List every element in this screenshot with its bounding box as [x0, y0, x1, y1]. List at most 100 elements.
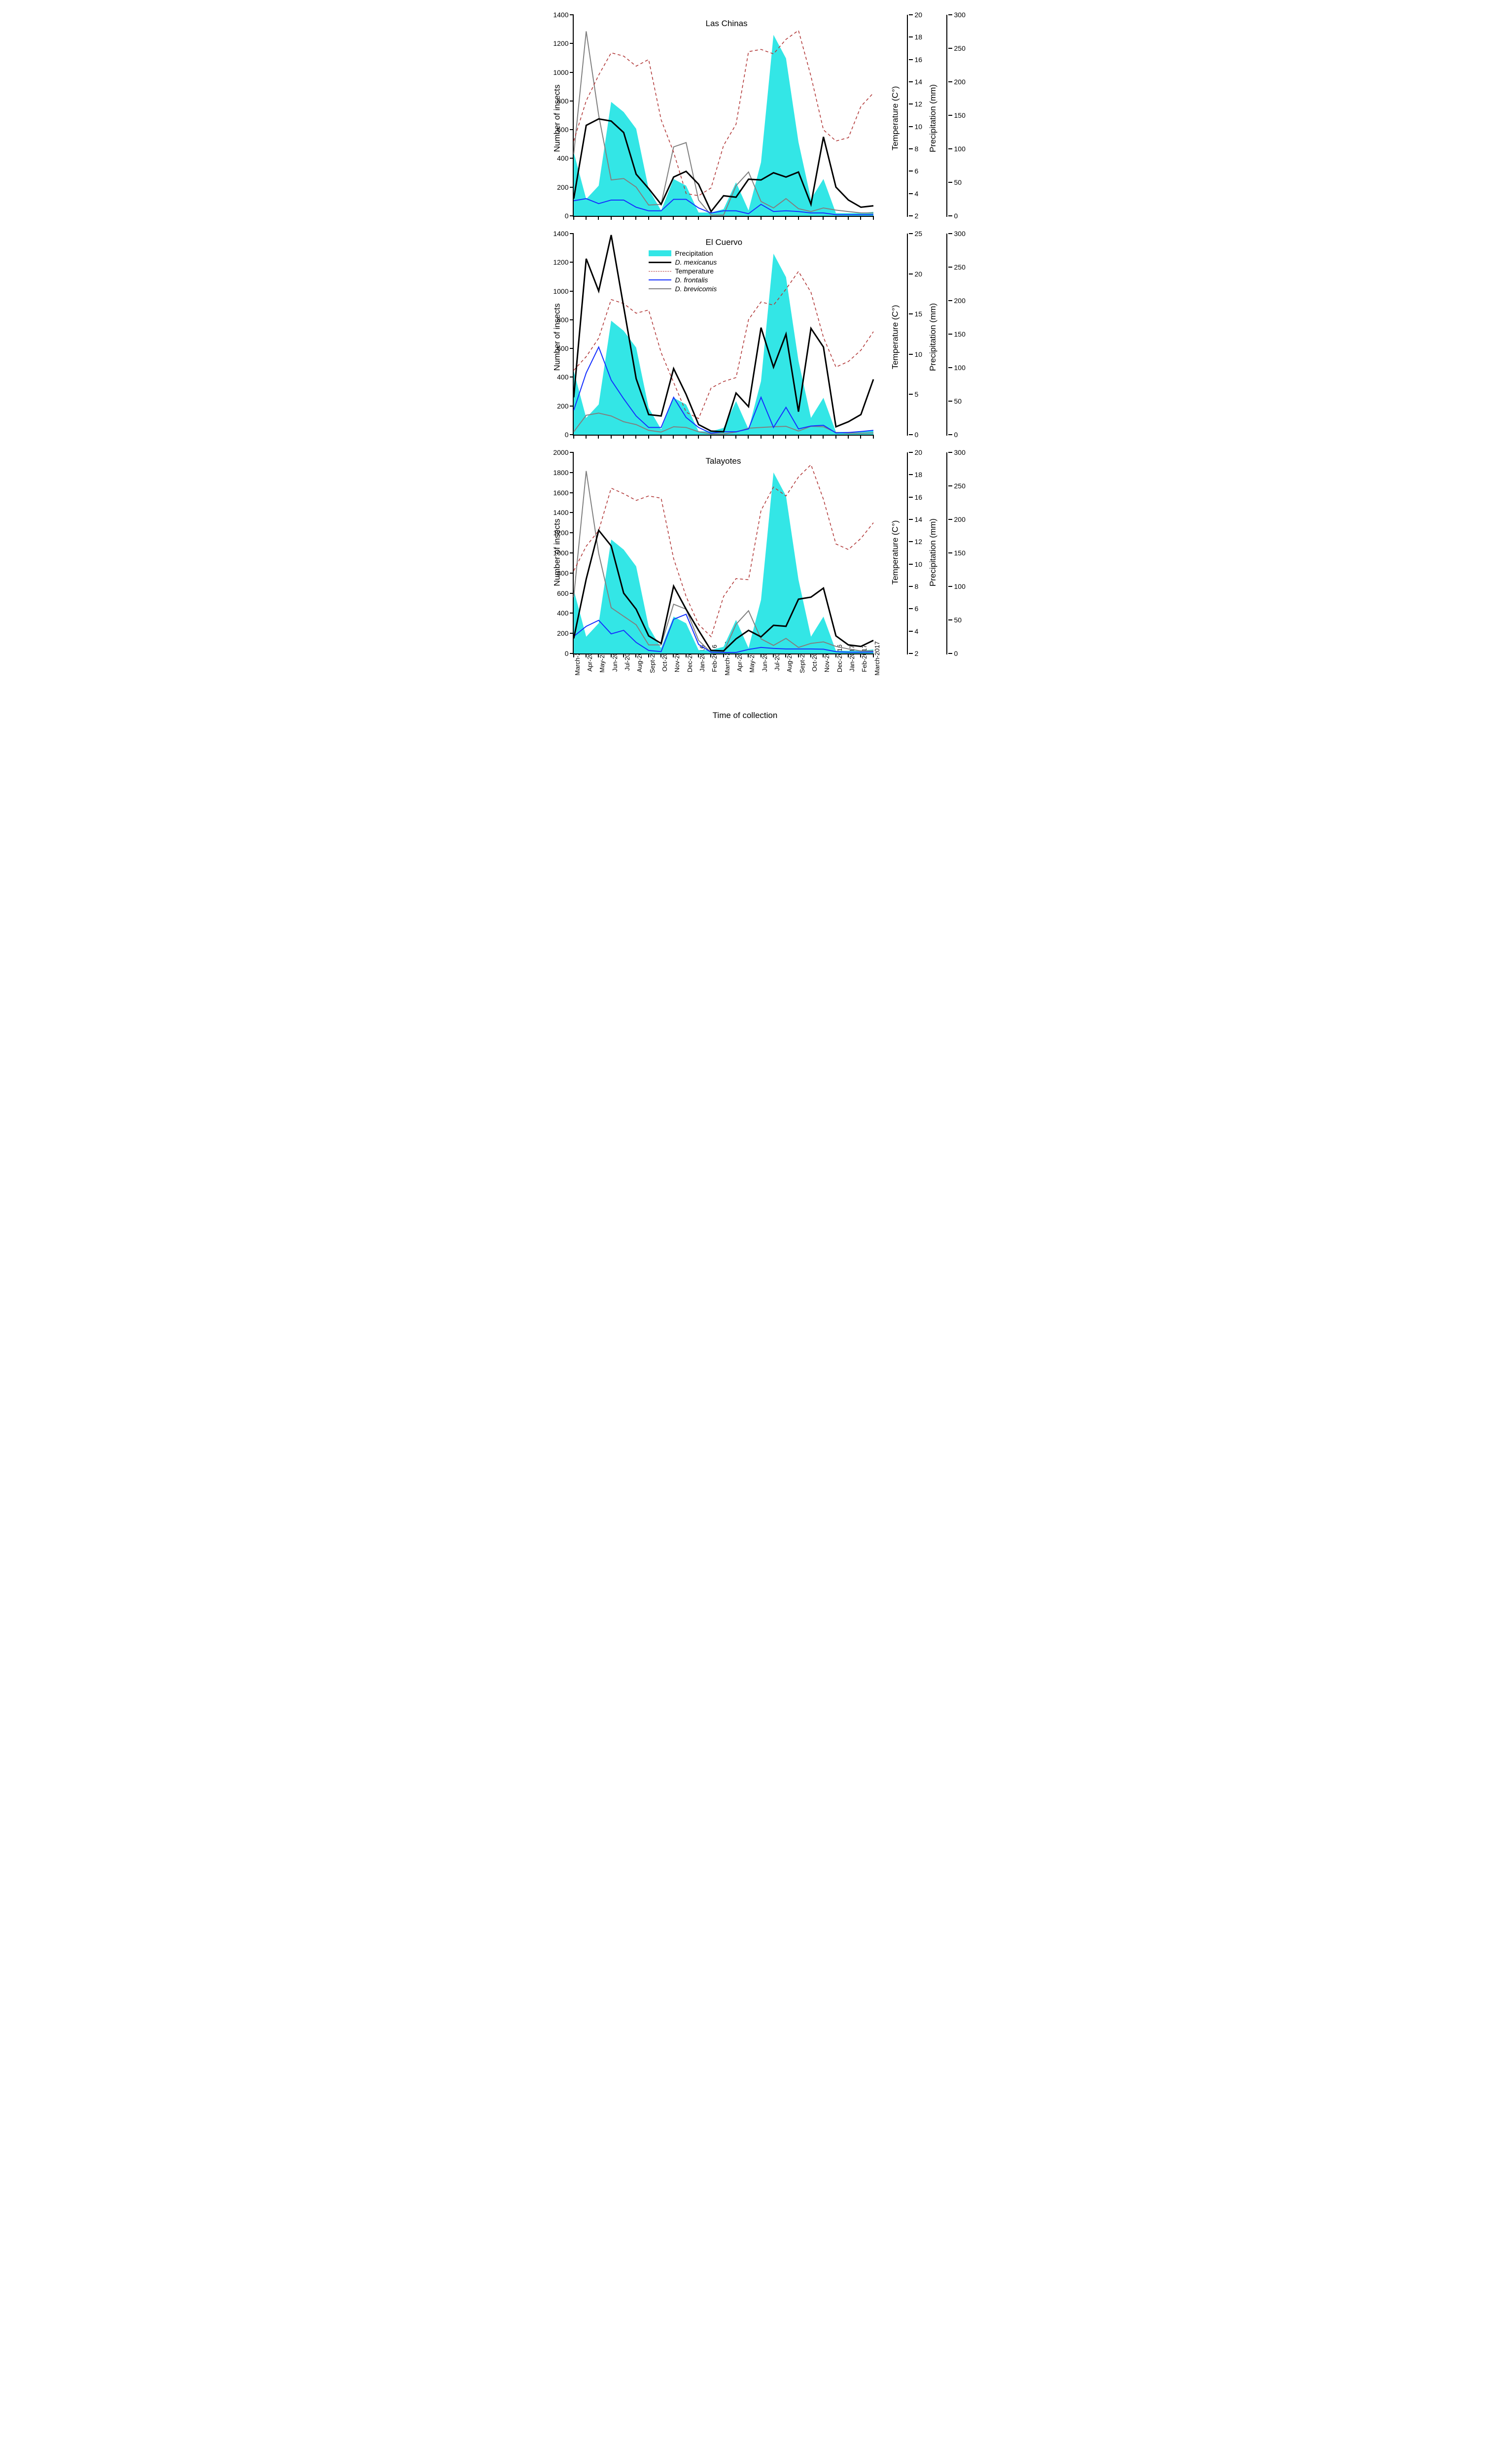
- left-tick-label: 1000: [553, 68, 568, 76]
- right2-tick-label: 150: [954, 549, 966, 557]
- left-tick-label: 200: [557, 183, 568, 191]
- left-tick-label: 1800: [553, 469, 568, 477]
- right1-tick-label: 20: [915, 270, 923, 278]
- right1-tick-label: 2: [915, 650, 919, 657]
- right1-tick-label: 2: [915, 212, 919, 220]
- right1-tick-label: 10: [915, 560, 923, 568]
- right2-tick-label: 250: [954, 44, 966, 52]
- right1-tick-label: 15: [915, 310, 923, 318]
- y-axis-label-temperature: Temperature (C°): [890, 86, 900, 151]
- precipitation-area: [574, 473, 873, 653]
- right2-tick-label: 50: [954, 616, 962, 624]
- legend-item-d_mexicanus: D. mexicanus: [649, 258, 717, 266]
- left-tick-label: 1600: [553, 489, 568, 497]
- temperature-axis-line: [907, 234, 908, 436]
- y-axis-label-precipitation: Precipitation (mm): [928, 518, 938, 586]
- right1-tick-label: 18: [915, 33, 923, 41]
- x-tick-label: March-2017: [873, 641, 881, 675]
- right1-tick-label: 10: [915, 123, 923, 131]
- right2-tick-label: 100: [954, 582, 966, 590]
- y-axis-label-precipitation: Precipitation (mm): [928, 303, 938, 371]
- right1-tick-label: 12: [915, 538, 923, 546]
- temperature-axis-line: [907, 452, 908, 654]
- legend-item-d_frontalis: D. frontalis: [649, 276, 717, 284]
- right2-tick-label: 50: [954, 178, 962, 186]
- right1-tick-label: 12: [915, 100, 923, 108]
- right1-tick-label: 14: [915, 78, 923, 86]
- right1-tick-label: 14: [915, 515, 923, 523]
- figure-container: 0200400600800100012001400246810121416182…: [519, 10, 972, 723]
- panel-title: Talayotes: [706, 456, 741, 466]
- right2-tick-label: 150: [954, 111, 966, 119]
- legend-label: D. brevicomis: [675, 285, 717, 293]
- panel-title: El Cuervo: [706, 238, 743, 247]
- legend-swatch: [649, 279, 671, 280]
- y-axis-label-insects: Number of insects: [552, 518, 562, 586]
- precipitation-axis-line: [946, 15, 947, 217]
- precipitation-axis-line: [946, 452, 947, 654]
- legend-swatch: [649, 288, 671, 289]
- plot-area: 0200400600800100012001400051015202505010…: [573, 234, 873, 436]
- right1-tick-label: 0: [915, 431, 919, 439]
- right1-tick-label: 20: [915, 11, 923, 19]
- panel-0: 0200400600800100012001400246810121416182…: [519, 10, 972, 227]
- right1-tick-label: 16: [915, 56, 923, 64]
- chart-svg: [574, 234, 873, 435]
- right1-tick-label: 6: [915, 167, 919, 175]
- right2-tick-label: 300: [954, 11, 966, 19]
- plot-area: 0200400600800100012001400160018002000246…: [573, 452, 873, 654]
- legend-item-d_brevicomis: D. brevicomis: [649, 285, 717, 293]
- plot-area: 0200400600800100012001400246810121416182…: [573, 15, 873, 217]
- right2-tick-label: 200: [954, 78, 966, 86]
- right1-tick-label: 5: [915, 390, 919, 398]
- right1-tick-label: 4: [915, 190, 919, 198]
- left-tick-label: 0: [565, 650, 569, 657]
- left-tick-label: 1200: [553, 258, 568, 266]
- precipitation-area: [574, 35, 873, 216]
- legend-swatch: [649, 250, 671, 256]
- left-tick-label: 2000: [553, 448, 568, 456]
- y-axis-label-temperature: Temperature (C°): [890, 305, 900, 370]
- legend-swatch: [649, 271, 671, 272]
- legend-label: D. mexicanus: [675, 258, 717, 266]
- panel-title: Las Chinas: [706, 19, 748, 29]
- chart-svg: [574, 452, 873, 653]
- left-tick-label: 400: [557, 154, 568, 162]
- left-tick-label: 0: [565, 431, 569, 439]
- right1-tick-label: 4: [915, 627, 919, 635]
- legend-label: Temperature: [675, 267, 714, 275]
- right2-tick-label: 100: [954, 364, 966, 372]
- temperature-axis-line: [907, 15, 908, 217]
- right2-tick-label: 300: [954, 448, 966, 456]
- right2-tick-label: 250: [954, 263, 966, 271]
- legend-swatch: [649, 262, 671, 263]
- right2-tick-label: 200: [954, 515, 966, 523]
- right2-tick-label: 250: [954, 482, 966, 490]
- left-tick-label: 600: [557, 589, 568, 597]
- right2-tick-label: 0: [954, 431, 958, 439]
- right2-tick-label: 50: [954, 397, 962, 405]
- right2-tick-label: 150: [954, 330, 966, 338]
- y-axis-label-insects: Number of insects: [552, 304, 562, 371]
- right2-tick-label: 200: [954, 297, 966, 305]
- right1-tick-label: 10: [915, 350, 923, 358]
- y-axis-label-insects: Number of insects: [552, 85, 562, 152]
- right2-tick-label: 100: [954, 145, 966, 153]
- panel-1: 0200400600800100012001400051015202505010…: [519, 229, 972, 445]
- legend-label: D. frontalis: [675, 276, 708, 284]
- left-tick-label: 200: [557, 629, 568, 637]
- left-tick-label: 0: [565, 212, 569, 220]
- left-tick-label: 1400: [553, 509, 568, 516]
- left-tick-label: 1400: [553, 11, 568, 19]
- right1-tick-label: 20: [915, 448, 923, 456]
- precipitation-axis-line: [946, 234, 947, 436]
- right2-tick-label: 0: [954, 650, 958, 657]
- y-axis-label-temperature: Temperature (C°): [890, 520, 900, 585]
- x-axis-title: Time of collection: [713, 711, 778, 720]
- y-axis-label-precipitation: Precipitation (mm): [928, 84, 938, 152]
- right1-tick-label: 16: [915, 493, 923, 501]
- legend-item-precipitation: Precipitation: [649, 249, 717, 257]
- right2-tick-label: 0: [954, 212, 958, 220]
- right1-tick-label: 8: [915, 582, 919, 590]
- legend-label: Precipitation: [675, 249, 713, 257]
